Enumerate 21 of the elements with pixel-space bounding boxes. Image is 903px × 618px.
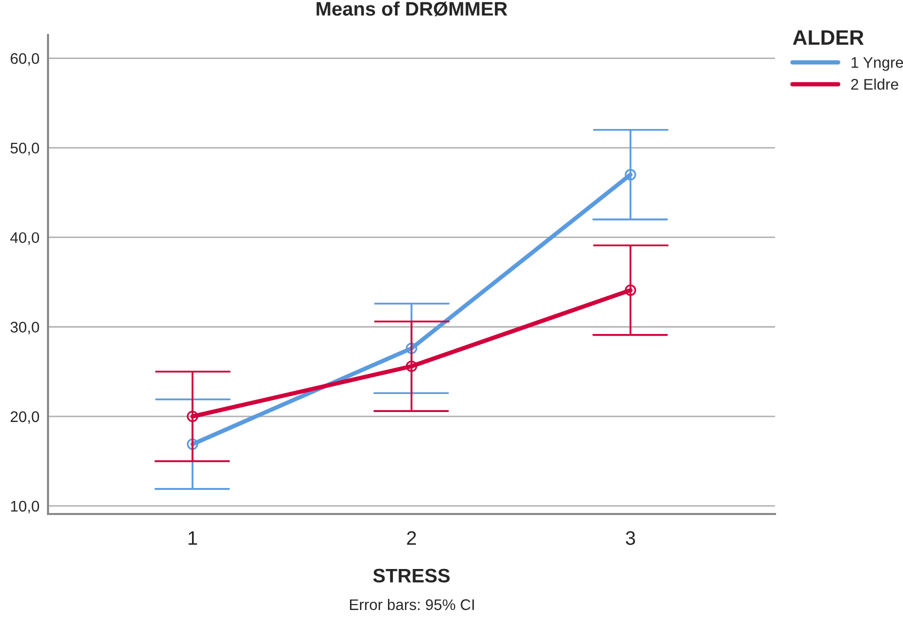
x-tick-label: 1 [188, 531, 197, 545]
point [406, 360, 418, 372]
y-tick-label: 50,0 [10, 142, 40, 156]
point [406, 342, 418, 354]
chart-title: Means of DRØMMER [316, 1, 508, 16]
text: Error bars: 95% CI [350, 598, 474, 610]
legend-title: ALDER [792, 30, 864, 45]
y-tick-label: 40,0 [10, 232, 40, 245]
y-tick-label: 30,0 [10, 322, 40, 334]
point [186, 410, 198, 422]
y-tick-label: 20,0 [10, 411, 40, 424]
legend-label: 2 Eldre [851, 78, 898, 90]
legend-label: 1 Yngre [852, 57, 903, 71]
point [186, 438, 198, 450]
x-tick-label: 3 [626, 531, 636, 545]
x-axis-title: STRESS [373, 568, 450, 583]
y-tick-label: 10,0 [11, 500, 40, 514]
x-tick-label: 2 [407, 531, 416, 545]
point [624, 284, 636, 296]
y-tick-label: 60,0 [10, 53, 40, 66]
point [624, 168, 636, 180]
